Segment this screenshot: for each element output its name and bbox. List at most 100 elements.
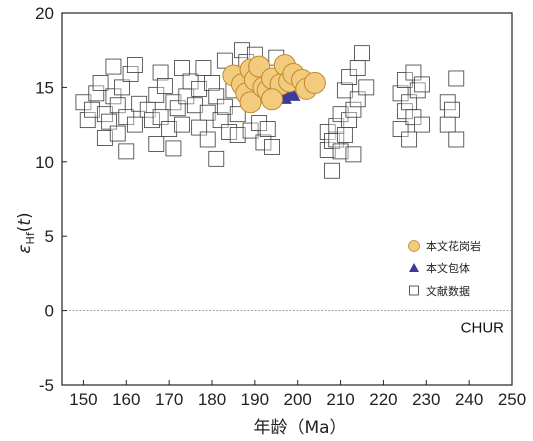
- legend-literature-marker: [409, 285, 419, 296]
- y-tick-label: -5: [39, 376, 54, 395]
- literature-point: [165, 94, 182, 111]
- literature-point: [131, 95, 148, 112]
- literature-point: [414, 76, 430, 93]
- literature-point: [319, 141, 336, 158]
- literature-point: [349, 91, 366, 108]
- literature-point: [341, 69, 358, 85]
- literature-point: [92, 75, 109, 91]
- legend-box: [402, 233, 510, 305]
- granite-points: [222, 54, 326, 114]
- literature-point: [126, 57, 143, 73]
- literature-point: [212, 112, 229, 129]
- literature-point: [84, 101, 100, 118]
- literature-point: [358, 79, 375, 96]
- literature-point: [122, 66, 139, 82]
- y-tick-label: 20: [35, 4, 54, 23]
- literature-point: [105, 58, 122, 75]
- literature-point: [229, 127, 246, 143]
- x-tick-label: 200: [284, 390, 312, 409]
- literature-point: [161, 121, 178, 137]
- literature-point: [152, 109, 169, 126]
- literature-point: [259, 121, 276, 137]
- literature-point: [448, 70, 465, 87]
- literature-point: [401, 131, 418, 148]
- y-tick-label: 5: [45, 227, 54, 246]
- x-tick-label: 220: [369, 390, 397, 409]
- x-tick-label: 170: [155, 390, 183, 409]
- literature-point: [208, 88, 225, 105]
- literature-point: [336, 82, 353, 99]
- literature-point: [448, 131, 465, 148]
- literature-point: [336, 127, 353, 143]
- literature-point: [101, 113, 118, 130]
- literature-point: [144, 112, 160, 129]
- literature-point: [264, 139, 280, 155]
- literature-point: [165, 140, 182, 157]
- literature-point: [174, 116, 190, 133]
- x-tick-label: 230: [412, 390, 440, 409]
- literature-point: [392, 121, 409, 137]
- legend: 本文花岗岩 本文包体 文献数据: [402, 233, 510, 305]
- legend-literature-label: 文献数据: [426, 284, 470, 298]
- literature-point: [324, 162, 340, 179]
- literature-point: [199, 131, 216, 148]
- literature-point: [328, 131, 345, 148]
- svg-text:εHf(t): εHf(t): [15, 212, 37, 253]
- literature-point: [195, 60, 212, 76]
- literature-point: [332, 106, 349, 123]
- x-tick-label: 210: [326, 390, 354, 409]
- literature-point: [105, 88, 122, 105]
- granite-point: [261, 88, 283, 111]
- literature-point: [118, 143, 135, 160]
- literature-point: [79, 112, 96, 129]
- literature-point: [392, 85, 409, 102]
- y-tick-label: 0: [45, 302, 54, 321]
- literature-point: [96, 130, 113, 146]
- legend-enclave-label: 本文包体: [426, 261, 470, 275]
- literature-point: [354, 45, 370, 62]
- literature-point: [204, 75, 220, 91]
- chur-label: CHUR: [461, 320, 504, 337]
- x-tick-label: 190: [241, 390, 269, 409]
- literature-point: [126, 116, 143, 133]
- literature-point: [396, 103, 413, 120]
- literature-point: [345, 146, 362, 163]
- literature-point: [221, 124, 238, 140]
- legend-enclave-marker: [409, 263, 419, 272]
- literature-point: [216, 52, 233, 69]
- legend-granite-label: 本文花岗岩: [426, 239, 481, 253]
- literature-point: [349, 60, 366, 76]
- literature-point: [152, 64, 169, 81]
- y-axis-title: εHf(t): [15, 212, 37, 253]
- literature-point: [109, 97, 126, 114]
- literature-points: [75, 42, 465, 179]
- x-tick-label: 240: [455, 390, 483, 409]
- literature-point: [439, 116, 456, 133]
- literature-point: [328, 118, 345, 134]
- literature-point: [114, 79, 130, 96]
- x-tick-label: 160: [112, 390, 140, 409]
- enclave-point: [286, 87, 301, 101]
- literature-point: [169, 100, 186, 117]
- literature-point: [156, 78, 173, 94]
- literature-point: [444, 101, 460, 118]
- literature-point: [251, 115, 268, 132]
- y-tick-label: 15: [35, 78, 54, 97]
- literature-point: [229, 106, 246, 123]
- x-tick-label: 150: [69, 390, 97, 409]
- literature-point: [405, 64, 422, 81]
- literature-point: [345, 101, 362, 118]
- literature-point: [208, 150, 225, 167]
- x-axis-ticks: 150 160 170 180 190 200 210 220 230 240 250: [69, 380, 526, 409]
- x-tick-label: 250: [498, 390, 526, 409]
- literature-point: [148, 136, 165, 152]
- literature-point: [234, 42, 250, 59]
- legend-granite-marker: [408, 240, 420, 252]
- literature-point: [148, 86, 165, 103]
- literature-point: [332, 143, 349, 160]
- literature-point: [174, 60, 190, 76]
- literature-point: [88, 85, 105, 102]
- y-tick-label: 10: [35, 153, 54, 172]
- literature-point: [109, 125, 126, 142]
